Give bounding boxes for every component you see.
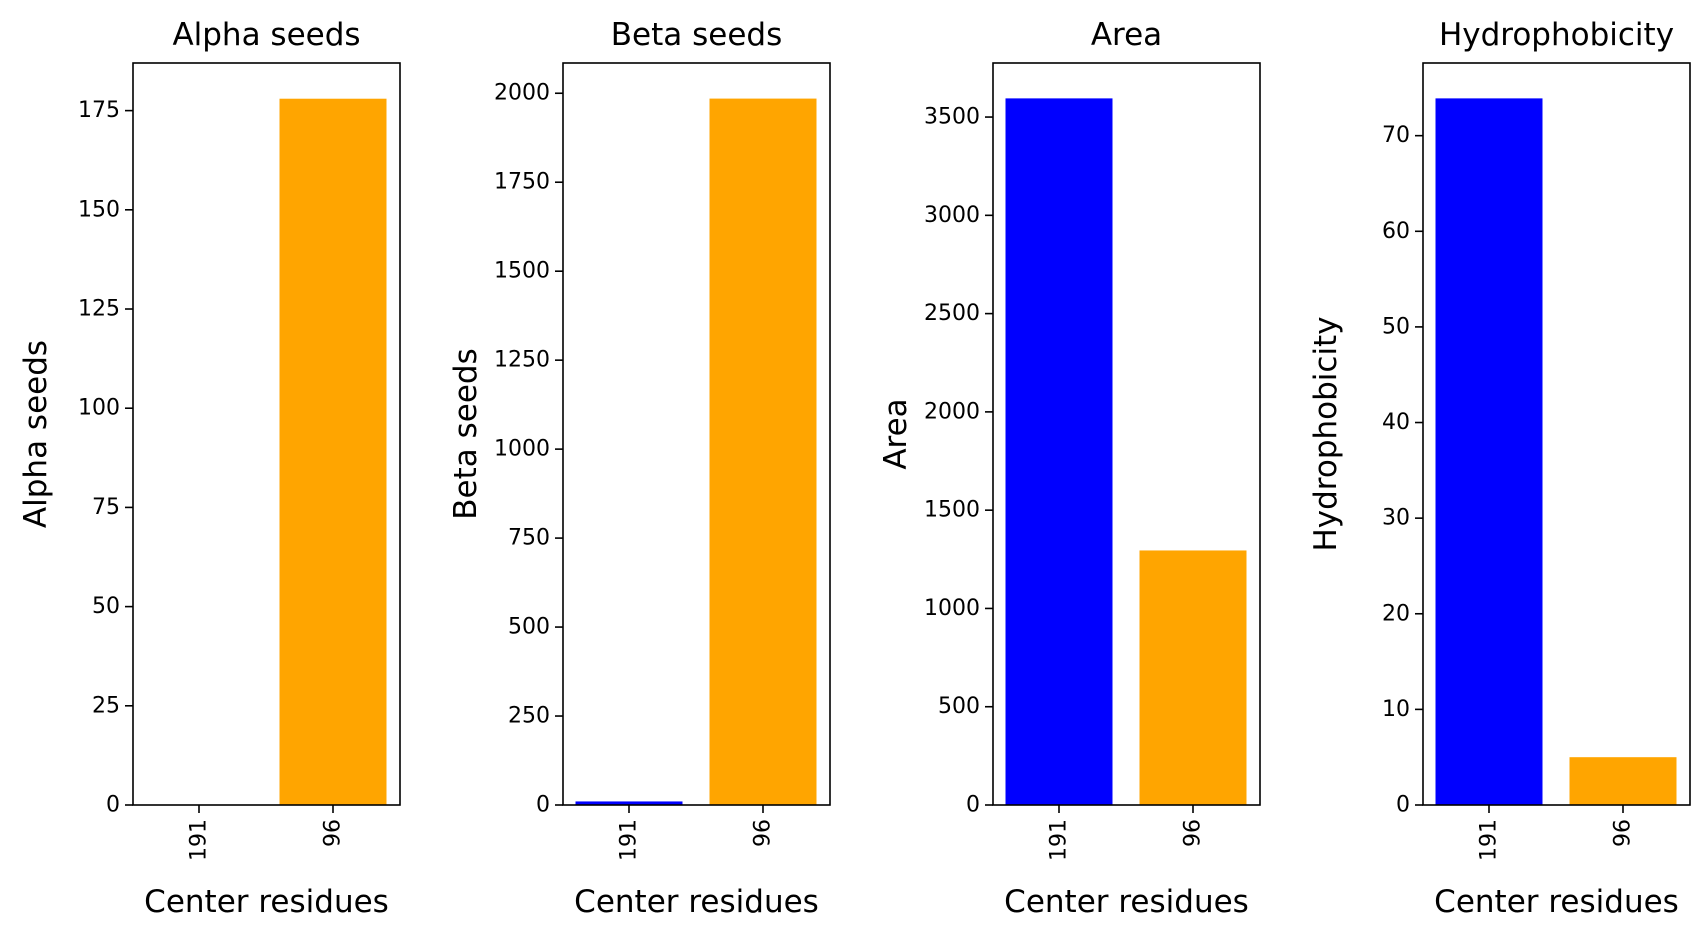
y-tick-label: 2500 <box>924 301 980 326</box>
chart-panel-2: 0 250 500 750 1000 1250 1500 1750 2000 191 96 Beta … <box>448 17 831 920</box>
y-tick-label: 20 <box>1382 601 1410 626</box>
y-tick-label: 50 <box>92 594 120 619</box>
y-tick-label: 3000 <box>924 203 980 228</box>
x-tick-label: 191 <box>187 819 212 861</box>
chart-title: Hydrophobicity <box>1439 17 1674 53</box>
x-axis-label: Center residues <box>1434 884 1679 920</box>
chart-title: Beta seeds <box>611 17 782 53</box>
y-tick-label: 30 <box>1382 506 1410 531</box>
y-tick-label: 150 <box>78 197 120 222</box>
y-axis-label: Alpha seeds <box>18 340 54 528</box>
y-tick-label: 75 <box>92 495 120 520</box>
y-tick-label: 1750 <box>494 170 550 195</box>
bar-191 <box>1435 98 1543 806</box>
y-axis-label: Beta seeds <box>448 348 484 519</box>
x-axis-label: Center residues <box>1004 884 1249 920</box>
y-tick-label: 1000 <box>924 596 980 621</box>
y-tick-label: 1000 <box>494 437 550 462</box>
chart-panel-1: 0 25 50 75 100 125 150 175 191 96 Alpha seeds Cente… <box>18 17 401 920</box>
chart-title: Area <box>1091 17 1162 53</box>
bar-96 <box>279 98 387 805</box>
y-tick-label: 50 <box>1382 314 1410 339</box>
y-tick-label: 0 <box>106 793 120 818</box>
y-axis-label: Area <box>878 398 914 469</box>
y-tick-label: 2000 <box>494 81 550 106</box>
chart-title: Alpha seeds <box>172 17 360 53</box>
bar-96 <box>709 98 817 806</box>
y-tick-label: 500 <box>508 615 550 640</box>
y-tick-label: 250 <box>508 704 550 729</box>
x-tick-label: 96 <box>1611 819 1636 847</box>
bar-96 <box>1569 757 1677 805</box>
bar-191 <box>575 801 683 805</box>
y-tick-label: 1500 <box>924 498 980 523</box>
y-tick-label: 1500 <box>494 259 550 284</box>
y-tick-label: 2000 <box>924 399 980 424</box>
x-tick-label: 96 <box>1181 819 1206 847</box>
axes-frame <box>1422 62 1691 806</box>
y-tick-label: 750 <box>508 526 550 551</box>
x-axis-label: Center residues <box>574 884 819 920</box>
x-tick-label: 191 <box>617 819 642 861</box>
y-tick-label: 1250 <box>494 348 550 373</box>
y-tick-label: 70 <box>1382 123 1410 148</box>
y-tick-label: 100 <box>78 396 120 421</box>
x-axis-label: Center residues <box>144 884 389 920</box>
axes-frame <box>132 62 401 806</box>
y-tick-label: 0 <box>1396 793 1410 818</box>
y-tick-label: 40 <box>1382 410 1410 435</box>
y-tick-label: 60 <box>1382 219 1410 244</box>
y-tick-label: 10 <box>1382 697 1410 722</box>
x-tick-label: 96 <box>321 819 346 847</box>
bar-191 <box>1005 98 1113 806</box>
bar-96 <box>1139 550 1247 805</box>
chart-panel-4: 0 10 20 30 40 50 60 70 191 96 Hydrophobicity Center… <box>1308 17 1691 920</box>
axes-frame <box>992 62 1261 806</box>
y-tick-label: 0 <box>966 793 980 818</box>
x-tick-label: 96 <box>751 819 776 847</box>
chart-panel-3: 0 500 1000 1500 2000 2500 3000 3500 191 96 Area Cen… <box>878 17 1261 920</box>
y-tick-label: 0 <box>536 793 550 818</box>
y-tick-label: 25 <box>92 693 120 718</box>
y-axis-label: Hydrophobicity <box>1308 316 1344 551</box>
y-tick-label: 500 <box>938 694 980 719</box>
axes-frame <box>562 62 831 806</box>
y-tick-label: 125 <box>78 297 120 322</box>
x-tick-label: 191 <box>1477 819 1502 861</box>
x-tick-label: 191 <box>1047 819 1072 861</box>
y-tick-label: 175 <box>78 98 120 123</box>
y-tick-label: 3500 <box>924 105 980 130</box>
